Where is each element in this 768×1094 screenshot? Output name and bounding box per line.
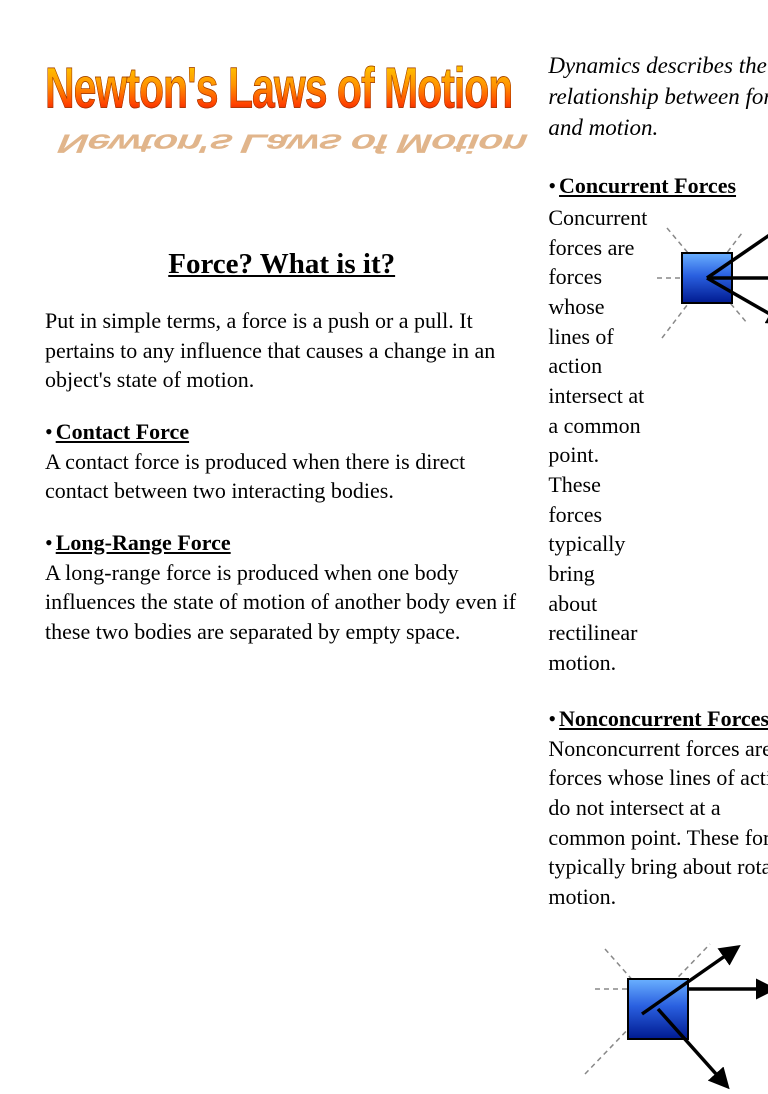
concurrent-forces-section: •Concurrent Forces Concurrent forces are… [548, 171, 768, 678]
document-page: Newton's Laws of Motion Newton's Laws of… [0, 0, 768, 1094]
force-intro-paragraph: Put in simple terms, a force is a push o… [45, 306, 518, 395]
contact-force-section: •Contact Force A contact force is produc… [45, 417, 518, 506]
dynamics-intro: Dynamics describes the relation­ship bet… [548, 50, 768, 143]
contact-force-body: A contact force is produced when there i… [45, 449, 465, 504]
bullet-icon: • [548, 173, 556, 198]
wordart-reflection: Newton's Laws of Motion [51, 125, 533, 161]
force-heading: Force? What is it? [45, 245, 518, 284]
long-range-force-section: •Long-Range Force A long-range force is … [45, 528, 518, 647]
nonconcurrent-forces-heading: Nonconcurrent Forces [559, 706, 768, 731]
nonconcurrent-forces-body: Nonconcurrent forces are forces whose li… [548, 736, 768, 909]
bullet-icon: • [548, 706, 556, 731]
bullet-icon: • [45, 419, 53, 444]
concurrent-forces-diagram [647, 203, 768, 353]
left-column: Newton's Laws of Motion Newton's Laws of… [45, 50, 518, 1094]
nonconcurrent-forces-section: •Nonconcurrent Forces Nonconcurrent forc… [548, 704, 768, 912]
long-range-force-heading: Long-Range Force [56, 530, 231, 555]
wordart-title: Newton's Laws of Motion Newton's Laws of… [45, 50, 518, 217]
concurrent-forces-body: Concurrent forces are forces whose lines… [548, 203, 647, 678]
contact-force-heading: Contact Force [56, 419, 189, 444]
wordart-main-text: Newton's Laws of Motion [45, 50, 518, 127]
nonconcurrent-forces-diagram [570, 934, 768, 1094]
bullet-icon: • [45, 530, 53, 555]
right-column: Dynamics describes the relation­ship bet… [548, 50, 768, 1094]
concurrent-forces-heading: Concurrent Forces [559, 173, 736, 198]
long-range-force-body: A long-range force is produced when one … [45, 560, 516, 644]
